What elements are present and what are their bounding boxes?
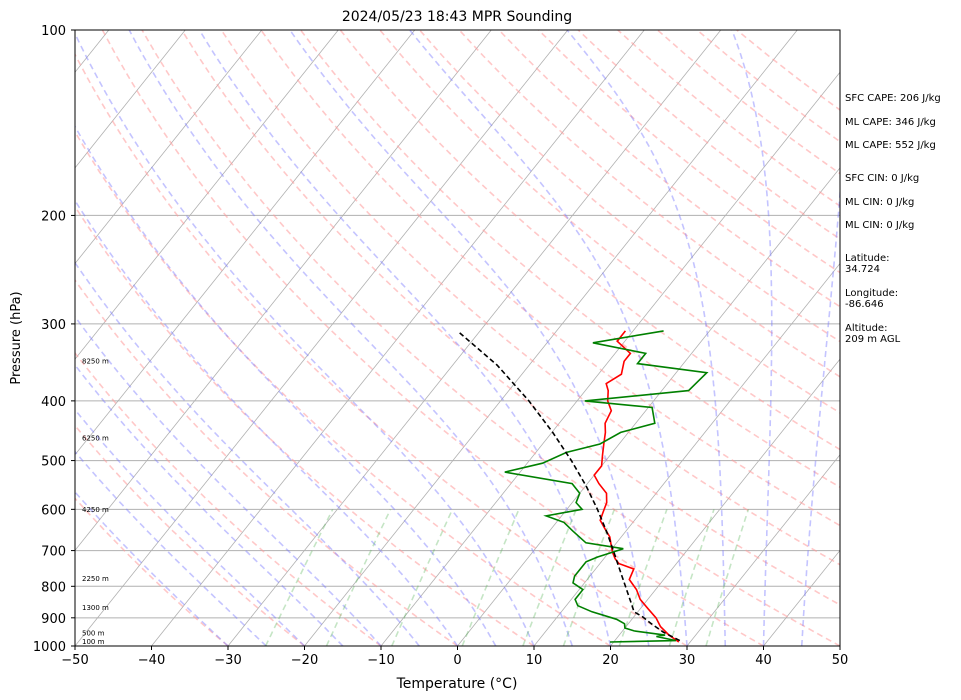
profile-line-2 [458, 332, 681, 642]
x-tick-label: −40 [138, 653, 165, 668]
mixing-ratio-line [522, 509, 577, 646]
x-tick-label: −30 [214, 653, 241, 668]
dry-adiabat [141, 30, 840, 646]
isotherm [227, 30, 722, 646]
annotation-8: Altitude: 209 m AGL [845, 323, 901, 345]
isotherm [151, 30, 645, 646]
mixing-ratio-line [391, 508, 454, 646]
annotation-0: SFC CAPE: 206 J/kg [845, 93, 941, 104]
dry-adiabat [75, 278, 458, 646]
x-tick-label: 0 [453, 653, 461, 668]
annotation-5: ML CIN: 0 J/kg [845, 220, 915, 231]
isotherm [75, 30, 186, 169]
moist-adiabat [128, 30, 574, 646]
axes: −50 −40 −30 −20 −10 0 10 20 30 40 50 1000 900 800 700 6… [33, 24, 848, 668]
height-label: 2250 m [82, 575, 109, 583]
annotation-6: Latitude: 34.724 [845, 253, 890, 275]
mixing-ratio-line [705, 509, 750, 646]
height-label: 4250 m [82, 506, 109, 514]
dry-adiabat [75, 351, 382, 646]
x-tick-label: −50 [61, 653, 88, 668]
height-label: 1300 m [82, 604, 109, 612]
y-axis-label: Pressure (hPa) [9, 291, 24, 384]
moist-adiabat [75, 261, 420, 646]
isotherm [380, 71, 840, 646]
chart-title: 2024/05/23 18:43 MPR Sounding [342, 9, 572, 25]
y-tick-label: 600 [41, 503, 66, 518]
isotherm [75, 30, 492, 552]
mixing-ratio-line [618, 509, 668, 646]
moist-adiabat [801, 184, 840, 646]
moist-adiabat [731, 30, 773, 646]
x-tick-label: 20 [602, 653, 619, 668]
mixing-ratio-line [325, 508, 392, 646]
mixing-ratio-line [461, 508, 520, 646]
isotherm [304, 30, 798, 646]
annotation-3: SFC CIN: 0 J/kg [845, 173, 920, 184]
isotherm [686, 454, 840, 646]
dry-adiabat [498, 30, 840, 308]
dry-adiabat [458, 30, 840, 343]
x-tick-label: 50 [832, 653, 849, 668]
height-label: 8250 m [82, 357, 109, 365]
y-tick-label: 700 [41, 545, 66, 560]
x-tick-label: −10 [367, 653, 394, 668]
annotation-7: Longitude: -86.646 [845, 288, 899, 310]
mixing-ratio-line [668, 509, 715, 646]
annotation-1: ML CAPE: 346 J/kg [845, 117, 936, 128]
isotherm [610, 358, 840, 646]
profile-line-1 [504, 330, 709, 643]
isotherm [75, 30, 263, 265]
dry-adiabat [419, 30, 840, 378]
moist-adiabat [75, 31, 535, 646]
height-label: 100 m [82, 638, 105, 646]
annotation-2: ML CAPE: 552 J/kg [845, 140, 936, 151]
dry-adiabat [75, 130, 611, 646]
isotherm [75, 30, 416, 456]
y-tick-label: 500 [41, 455, 66, 470]
isotherm [75, 30, 339, 360]
mixing-ratio-line [264, 508, 334, 646]
x-tick-label: 40 [755, 653, 772, 668]
height-label: 500 m [82, 630, 105, 638]
moist-adiabat [75, 315, 382, 646]
moist-adiabat [566, 30, 727, 646]
dry-adiabat [75, 205, 535, 646]
mixing-ratio-line [562, 509, 616, 646]
x-tick-label: 10 [526, 653, 543, 668]
y-tick-label: 100 [41, 24, 66, 39]
dry-adiabat [101, 30, 764, 646]
x-tick-label: −20 [291, 653, 318, 668]
height-label: 6250 m [82, 434, 109, 442]
moist-adiabat [75, 363, 344, 646]
y-tick-label: 800 [41, 580, 66, 595]
isotherm [75, 30, 569, 646]
moist-adiabat [75, 199, 459, 646]
moist-adiabat [75, 408, 306, 646]
moist-adiabat [75, 124, 497, 646]
dry-adiabat [181, 30, 840, 606]
profile-line-0 [593, 330, 680, 643]
y-tick-label: 400 [41, 395, 66, 410]
dry-adiabat [75, 52, 688, 646]
dry-adiabat [75, 497, 229, 646]
moist-adiabat [198, 30, 612, 646]
y-tick-label: 900 [41, 612, 66, 627]
y-tick-label: 1000 [33, 640, 66, 655]
moist-adiabat [75, 450, 267, 646]
x-axis-label: Temperature (°C) [396, 676, 518, 692]
x-tick-label: 30 [679, 653, 696, 668]
y-tick-label: 200 [41, 209, 66, 224]
y-tick-label: 300 [41, 318, 66, 333]
dry-adiabat [260, 30, 840, 527]
background-lines [75, 30, 840, 646]
dry-adiabat [220, 30, 840, 566]
isotherm [457, 167, 840, 646]
moist-adiabat [409, 30, 688, 646]
profile-lines [458, 330, 709, 643]
moist-adiabat [75, 490, 229, 646]
annotation-4: ML CIN: 0 J/kg [845, 197, 915, 208]
